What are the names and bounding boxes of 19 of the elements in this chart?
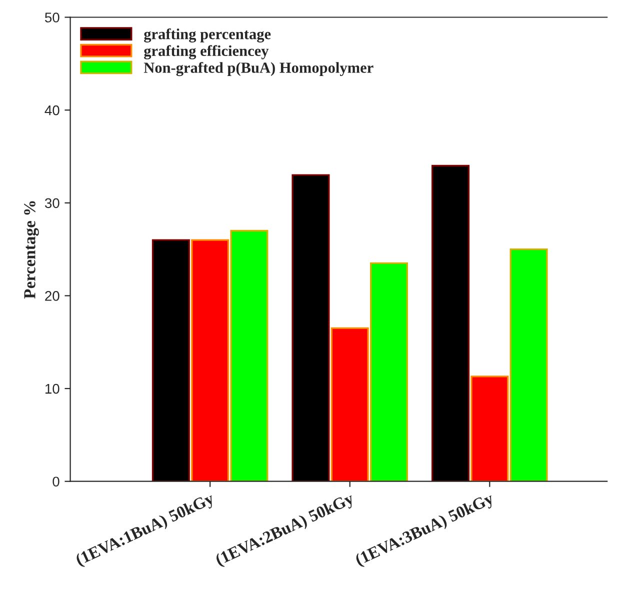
bar	[191, 239, 230, 482]
y-tick-label: 0	[52, 476, 60, 487]
bar	[370, 262, 408, 482]
bar	[432, 164, 470, 482]
legend-label: grafting percentage	[144, 28, 271, 42]
bar	[230, 230, 268, 482]
legend-label: grafting efficiencey	[144, 45, 269, 60]
bar	[330, 327, 369, 482]
y-tick-label: 30	[44, 198, 60, 208]
y-axis-title: Percentage %	[24, 201, 39, 299]
bar	[152, 239, 190, 482]
bar	[292, 174, 330, 482]
legend-label: Non-grafted p(BuA) Homopolymer	[144, 62, 374, 76]
bar	[510, 248, 548, 482]
bar	[470, 376, 509, 482]
y-tick-label: 20	[45, 291, 60, 301]
y-tick-label: 10	[45, 384, 60, 394]
y-tick-label: 50	[44, 12, 60, 22]
y-tick-label: 40	[44, 105, 60, 116]
